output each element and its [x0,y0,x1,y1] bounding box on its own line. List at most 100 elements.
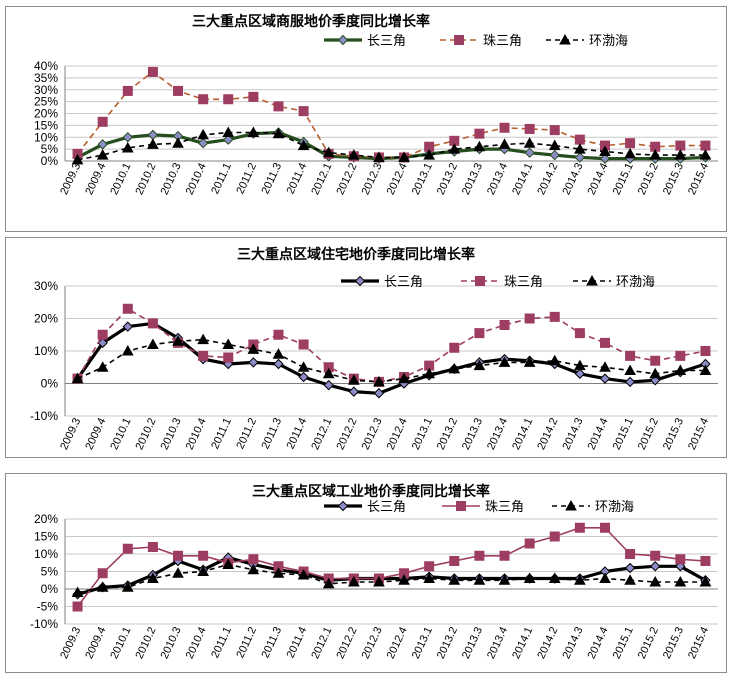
data-point [448,143,461,154]
x-tick-label: 2015.4 [686,416,711,452]
data-point [498,356,511,367]
y-tick-label: 30% [34,279,58,293]
data-point [474,128,485,139]
x-tick-label: 2012.4 [385,161,410,197]
data-point [574,328,585,339]
data-point [247,563,260,575]
data-point [147,129,159,141]
data-point [424,561,435,572]
data-point [322,146,335,158]
series-3 [71,558,712,597]
data-point [549,311,560,322]
data-point [121,141,134,153]
legend-marker [337,500,349,512]
x-tick-label: 2014.4 [586,625,611,661]
x-tick-label: 2013.2 [435,161,460,197]
data-point [198,94,209,105]
x-tick-label: 2015.2 [636,161,661,197]
data-point [624,562,636,574]
chart-title: 三大重点区域商服地价季度同比增长率 [192,13,430,30]
data-point [223,94,234,105]
legend-marker [337,34,349,46]
data-point [122,303,133,314]
data-point [122,321,133,332]
data-point [198,550,209,561]
data-point [373,151,385,162]
data-point [675,140,686,151]
y-tick-label: 5% [41,565,59,579]
x-tick-label: 2009.3 [58,161,83,197]
x-tick-label: 2012.2 [334,416,359,452]
data-point [574,368,586,379]
x-tick-label: 2009.4 [83,161,108,197]
data-point [650,355,661,366]
x-tick-label: 2014.3 [560,416,585,452]
data-point [624,147,636,159]
x-tick-label: 2012.1 [309,416,334,452]
legend-entry: 环渤海 [546,33,628,49]
data-point [398,372,410,384]
data-point [323,379,334,391]
data-point [222,558,235,569]
x-tick-label: 2013.2 [435,416,460,452]
data-point [222,338,235,349]
data-point [549,125,560,136]
data-point [147,138,159,149]
y-tick-label: -10% [30,409,58,423]
data-point [524,313,535,324]
data-point [373,388,385,399]
data-point [625,549,636,559]
y-tick-label: 5% [41,142,59,156]
data-point [97,139,108,150]
x-tick-label: 2015.1 [611,625,636,661]
chart-canvas: 三大重点区域商服地价季度同比增长率 40%35%30%25%20%15%10%5%… [34,13,718,197]
x-tick-label: 2012.4 [385,416,410,452]
data-point [97,116,108,127]
data-point [147,66,158,77]
data-point [147,572,159,583]
residential-land-price-chart: 三大重点区域住宅地价季度同比增长率 30% 20% 10% 0% -10% 2009.3 20… [5,237,727,458]
data-point [624,376,636,388]
y-tick-label: -10% [30,617,58,631]
x-tick-label: 2013.4 [485,625,510,661]
x-tick-label: 2012.3 [360,625,385,661]
y-tick-label: 20% [34,512,58,526]
data-point [548,139,561,151]
commercial-land-price-chart: 三大重点区域商服地价季度同比增长率 40% 35% 30% 25% 20% 15% 10% 5%… [5,6,727,232]
data-point [700,346,711,356]
data-point [347,149,360,160]
data-point [72,601,83,612]
data-point [71,153,84,165]
legend-entry: 长三角 [341,275,423,290]
y-tick-label: 10% [34,130,58,144]
y-tick-label: 10% [34,547,58,561]
x-tick-label: 2010.2 [134,161,159,197]
data-point [322,577,335,589]
x-tick-label: 2011.3 [259,416,284,451]
data-point [398,151,410,162]
data-point [272,567,285,578]
legend-entry: 环渤海 [552,499,634,515]
data-point [173,85,184,96]
data-point [449,342,460,353]
series-line [77,563,706,594]
data-point [499,550,510,561]
legend-label: 长三角 [384,275,423,290]
y-tick-label: 0% [41,154,59,168]
data-point [574,574,586,585]
legend-label: 长三角 [367,500,406,515]
legend-marker [456,501,466,511]
data-point [448,362,461,374]
x-tick-label: 2013.3 [460,416,485,452]
x-tick-label: 2011.2 [234,416,259,451]
data-point [172,567,184,578]
x-tick-label: 2011.4 [285,625,310,660]
data-point [699,575,712,587]
legend-entry: 珠三角 [442,500,524,515]
x-tick-label: 2014.2 [535,161,560,197]
x-tick-label: 2013.1 [410,416,435,452]
legend-entry: 环渤海 [573,274,655,290]
x-tick-label: 2015.4 [686,625,711,661]
data-point [624,574,636,585]
